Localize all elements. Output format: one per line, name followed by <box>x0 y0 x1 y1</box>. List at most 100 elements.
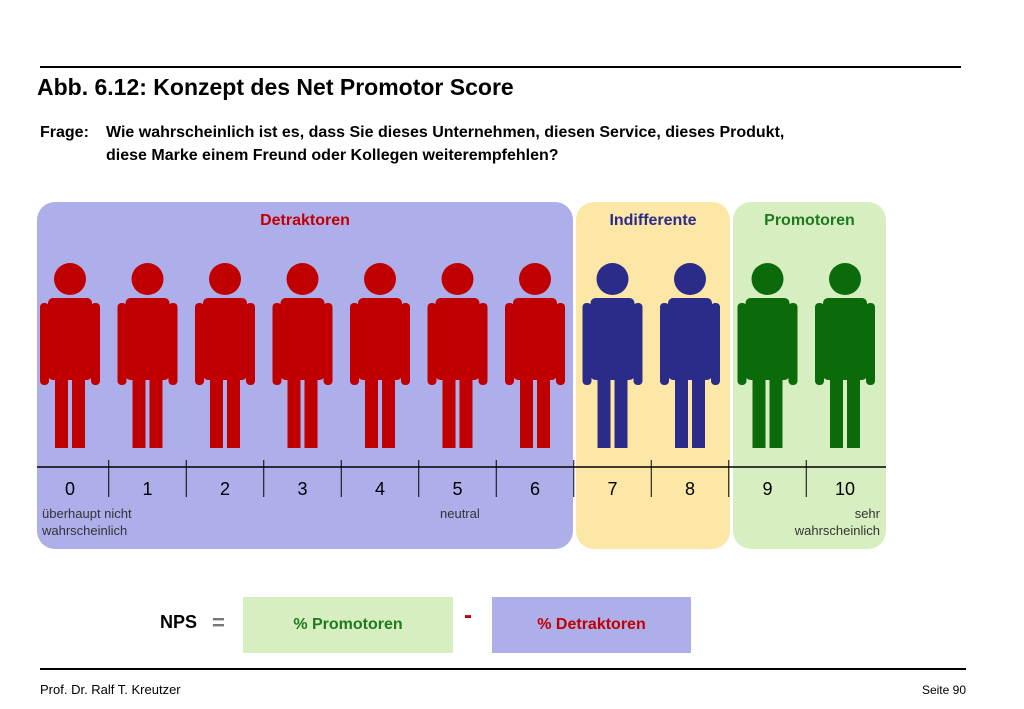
bottom-rule <box>40 668 966 670</box>
figure-arm-right <box>633 303 643 385</box>
scale-high-line-2: wahrscheinlich <box>794 523 880 538</box>
figure-head <box>829 263 861 295</box>
page-title: Abb. 6.12: Konzept des Net Promotor Scor… <box>37 74 514 100</box>
figure-head <box>364 263 396 295</box>
figure-arm-left <box>660 303 669 385</box>
figure-leg-left <box>210 376 223 448</box>
person-figure-8 <box>660 263 720 448</box>
figure-arm-left <box>40 303 49 385</box>
figure-leg-right <box>459 376 473 448</box>
scale-value-3: 3 <box>297 479 307 499</box>
figure-head <box>751 263 784 295</box>
figure-arm-right <box>478 303 488 385</box>
figure-leg-left <box>365 376 378 448</box>
scale-value-9: 9 <box>762 479 772 499</box>
figure-leg-right <box>769 376 783 448</box>
figure-arm-left <box>737 303 747 385</box>
person-figure-7 <box>582 263 643 448</box>
figure-leg-left <box>287 376 301 448</box>
figure-arm-left <box>505 303 514 385</box>
question-text-line-1: Wie wahrscheinlich ist es, dass Sie dies… <box>106 124 785 141</box>
question-label: Frage: <box>40 124 89 141</box>
figure-arm-left <box>582 303 592 385</box>
figure-leg-left <box>752 376 766 448</box>
figure-leg-right <box>304 376 318 448</box>
person-figure-2 <box>195 263 255 448</box>
scale-value-10: 10 <box>835 479 855 499</box>
scale-value-6: 6 <box>530 479 540 499</box>
figure-leg-left <box>55 376 68 448</box>
figure-leg-right <box>537 376 550 448</box>
figure-torso <box>48 298 92 380</box>
question-text-line-2: diese Marke einem Freund oder Kollegen w… <box>106 147 559 164</box>
figure-torso <box>668 298 712 380</box>
figure-arm-right <box>168 303 178 385</box>
figure-head <box>596 263 629 295</box>
person-figure-1 <box>117 263 178 448</box>
detractor-heading: Detraktoren <box>260 212 350 229</box>
footer-author: Prof. Dr. Ralf T. Kreutzer <box>40 682 181 697</box>
figure-leg-right <box>692 376 705 448</box>
figure-head <box>286 263 319 295</box>
figure-arm-left <box>195 303 204 385</box>
figure-torso <box>358 298 402 380</box>
scale-value-5: 5 <box>452 479 462 499</box>
person-figure-6 <box>505 263 565 448</box>
nps-label: NPS <box>160 612 198 632</box>
figure-arm-right <box>246 303 255 385</box>
scale-low-line-2: wahrscheinlich <box>42 523 128 538</box>
figure-torso <box>203 298 247 380</box>
footer-page-number: Seite 90 <box>921 683 966 697</box>
figure-head <box>674 263 706 295</box>
figure-arm-left <box>117 303 127 385</box>
person-figure-0 <box>40 263 100 448</box>
figure-head <box>131 263 164 295</box>
figure-leg-left <box>830 376 843 448</box>
figure-arm-left <box>427 303 437 385</box>
figure-arm-right <box>323 303 333 385</box>
figure-head <box>441 263 474 295</box>
scale-value-8: 8 <box>685 479 695 499</box>
figure-arm-right <box>401 303 410 385</box>
figure-torso <box>590 298 635 380</box>
figure-leg-left <box>597 376 611 448</box>
scale-value-0: 0 <box>65 479 75 499</box>
figure-torso <box>745 298 790 380</box>
top-rule <box>40 66 961 68</box>
scale-value-7: 7 <box>607 479 617 499</box>
passive-heading: Indifferente <box>609 212 697 229</box>
figure-torso <box>280 298 325 380</box>
figure-leg-right <box>72 376 85 448</box>
promoters-percent-box: % Promotoren <box>243 597 453 653</box>
scale-low-line-1: überhaupt nicht <box>42 506 132 521</box>
person-figure-5 <box>427 263 488 448</box>
figure-leg-left <box>520 376 533 448</box>
figure-torso <box>513 298 557 380</box>
person-figure-10 <box>815 263 875 448</box>
figure-arm-right <box>556 303 565 385</box>
figure-arm-right <box>788 303 798 385</box>
figure-leg-right <box>382 376 395 448</box>
figure-arm-right <box>711 303 720 385</box>
figure-leg-left <box>442 376 456 448</box>
nps-equals-sign: = <box>212 610 225 635</box>
figure-leg-left <box>132 376 146 448</box>
figure-head <box>519 263 551 295</box>
scale-mid-label: neutral <box>440 506 480 521</box>
figure-arm-left <box>815 303 824 385</box>
figure-torso <box>823 298 867 380</box>
scale-value-4: 4 <box>375 479 385 499</box>
scale-low-label: überhaupt nicht wahrscheinlich <box>42 505 132 539</box>
figure-arm-right <box>866 303 875 385</box>
figure-head <box>209 263 241 295</box>
person-figure-4 <box>350 263 410 448</box>
figure-arm-left <box>272 303 282 385</box>
scale-value-1: 1 <box>142 479 152 499</box>
detractors-percent-box: % Detraktoren <box>492 597 691 653</box>
promoter-heading: Promotoren <box>764 212 855 229</box>
figure-leg-right <box>847 376 860 448</box>
figure-leg-right <box>614 376 628 448</box>
scale-high-line-1: sehr <box>854 506 880 521</box>
figure-torso <box>435 298 480 380</box>
